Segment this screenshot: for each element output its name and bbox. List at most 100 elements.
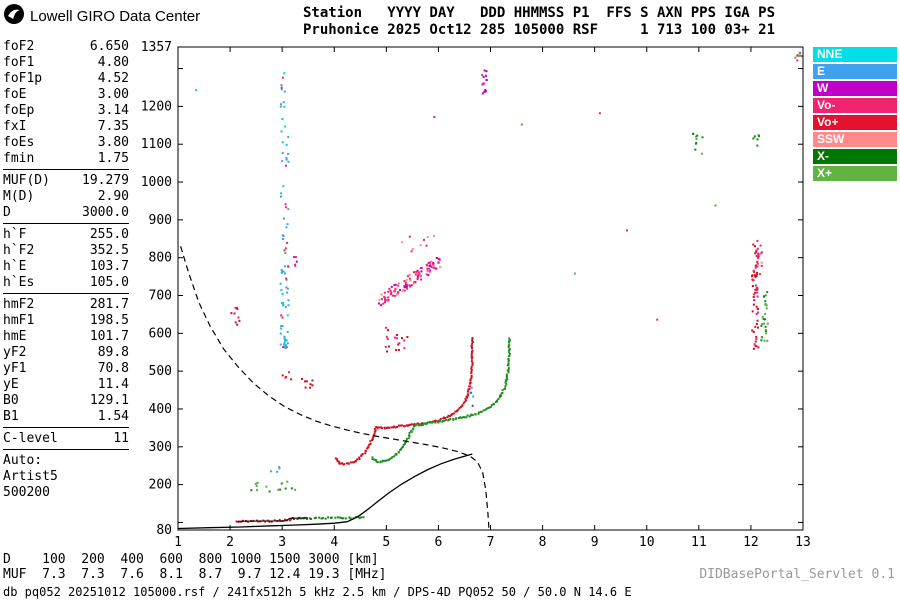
muf-table-muf-row: MUF 7.3 7.3 7.6 8.1 8.7 9.7 12.4 19.3 [M… bbox=[3, 567, 387, 582]
servlet-version-label: DIDBasePortal_Servlet 0.1 bbox=[699, 567, 895, 582]
param-row-fxi: fxI 7.35 bbox=[3, 119, 129, 135]
param-row-b1: B1 1.54 bbox=[3, 409, 129, 425]
param-label: hmE bbox=[3, 329, 27, 344]
svg-text:9: 9 bbox=[591, 535, 599, 550]
param-value: 352.5 bbox=[89, 243, 129, 258]
param-value: 198.5 bbox=[89, 313, 129, 328]
svg-text:1200: 1200 bbox=[141, 99, 172, 114]
svg-text:8: 8 bbox=[539, 535, 547, 550]
param-row-fof1p: foF1p 4.52 bbox=[3, 71, 129, 87]
parameter-group: hmF2 281.7 hmF1 198.5 hmE 101.7 yF2 89.8 yF1 70.8… bbox=[3, 297, 129, 428]
param-row-hme: hmE 101.7 bbox=[3, 329, 129, 345]
muf-table: D 100 200 400 600 800 1000 1500 3000 [km… bbox=[3, 552, 387, 582]
param-value: 103.7 bbox=[89, 259, 129, 274]
param-row-hmf2: hmF2 281.7 bbox=[3, 297, 129, 313]
param-value: 7.35 bbox=[97, 119, 129, 134]
svg-text:6: 6 bbox=[435, 535, 443, 550]
svg-text:13: 13 bbox=[795, 535, 811, 550]
param-value: 1.54 bbox=[97, 409, 129, 424]
param-row-hmf1: hmF1 198.5 bbox=[3, 313, 129, 329]
param-row-hf: h`F 255.0 bbox=[3, 227, 129, 243]
param-value: 4.52 bbox=[97, 71, 129, 86]
auto-line: Artist5 bbox=[3, 469, 58, 484]
svg-text:900: 900 bbox=[149, 213, 172, 228]
param-row-fof2: foF2 6.650 bbox=[3, 39, 129, 55]
param-value: 11.4 bbox=[97, 377, 129, 392]
param-label: hmF2 bbox=[3, 297, 35, 312]
brand-title: Lowell GIRO Data Center bbox=[30, 8, 201, 25]
param-label: hmF1 bbox=[3, 313, 35, 328]
param-label: B0 bbox=[3, 393, 19, 408]
param-label: fmin bbox=[3, 151, 35, 166]
autoscaling-info: Auto: Artist5 500200 bbox=[3, 453, 129, 501]
svg-text:1000: 1000 bbox=[141, 175, 172, 190]
legend-item-voplus: Vo+ bbox=[813, 115, 897, 130]
svg-text:1100: 1100 bbox=[141, 137, 172, 152]
param-label: foF1p bbox=[3, 71, 43, 86]
svg-text:1: 1 bbox=[174, 535, 182, 550]
param-value: 6.650 bbox=[89, 39, 129, 54]
param-row-foes: foEs 3.80 bbox=[3, 135, 129, 151]
svg-text:1357: 1357 bbox=[141, 40, 172, 55]
param-label: yF1 bbox=[3, 361, 27, 376]
param-value: 3.80 bbox=[97, 135, 129, 150]
svg-text:400: 400 bbox=[149, 402, 172, 417]
param-row-hf2: h`F2 352.5 bbox=[3, 243, 129, 259]
param-value: 4.80 bbox=[97, 55, 129, 70]
param-label: MUF(D) bbox=[3, 173, 50, 188]
param-label: h`F bbox=[3, 227, 27, 242]
param-value: 101.7 bbox=[89, 329, 129, 344]
param-row-mufd: MUF(D) 19.279 bbox=[3, 173, 129, 189]
parameter-group: foF2 6.650 foF1 4.80 foF1p 4.52 foE 3.00 foEp 3.1… bbox=[3, 39, 129, 170]
legend-item-ssw: SSW bbox=[813, 132, 897, 147]
param-row-fmin: fmin 1.75 bbox=[3, 151, 129, 167]
legend-item-w: W bbox=[813, 81, 897, 96]
param-value: 105.0 bbox=[89, 275, 129, 290]
station-header: Station YYYY DAY DDD HHMMSS P1 FFS S AXN… bbox=[303, 5, 775, 39]
legend-item-xplus: X+ bbox=[813, 166, 897, 181]
param-row-foep: foEp 3.14 bbox=[3, 103, 129, 119]
param-row-clevel: C-level 11 bbox=[3, 431, 129, 447]
param-label: foEs bbox=[3, 135, 35, 150]
muf-table-distance-row: D 100 200 400 600 800 1000 1500 3000 [km… bbox=[3, 552, 379, 567]
param-label: foF1 bbox=[3, 55, 35, 70]
svg-text:200: 200 bbox=[149, 478, 172, 493]
param-value: 1.75 bbox=[97, 151, 129, 166]
param-label: foE bbox=[3, 87, 27, 102]
param-label: foF2 bbox=[3, 39, 35, 54]
param-row-d: D 3000.0 bbox=[3, 205, 129, 221]
station-header-line2: Pruhonice 2025 Oct12 285 105000 RSF 1 71… bbox=[303, 22, 776, 38]
svg-text:800: 800 bbox=[149, 251, 172, 266]
station-header-line1: Station YYYY DAY DDD HHMMSS P1 FFS S AXN… bbox=[303, 5, 776, 21]
param-label: h`F2 bbox=[3, 243, 35, 258]
auto-line: 500200 bbox=[3, 485, 50, 500]
parameter-group: h`F 255.0 h`F2 352.5 h`E 103.7 h`Es 105.0 bbox=[3, 227, 129, 294]
svg-text:700: 700 bbox=[149, 288, 172, 303]
param-row-b0: B0 129.1 bbox=[3, 393, 129, 409]
param-label: M(D) bbox=[3, 189, 35, 204]
svg-text:7: 7 bbox=[487, 535, 495, 550]
svg-text:5: 5 bbox=[382, 535, 390, 550]
parameter-group: C-level 11 bbox=[3, 431, 129, 450]
param-value: 3.00 bbox=[97, 87, 129, 102]
param-label: foEp bbox=[3, 103, 35, 118]
param-label: C-level bbox=[3, 431, 58, 446]
giro-logo-icon bbox=[4, 4, 24, 29]
status-bar: db pq052 20251012 105000.rsf / 241fx512h… bbox=[3, 585, 632, 599]
param-row-ye: yE 11.4 bbox=[3, 377, 129, 393]
param-label: yF2 bbox=[3, 345, 27, 360]
param-row-md: M(D) 2.90 bbox=[3, 189, 129, 205]
legend-item-e: E bbox=[813, 64, 897, 79]
param-value: 255.0 bbox=[89, 227, 129, 242]
legend-item-vominus: Vo- bbox=[813, 98, 897, 113]
legend-item-nne: NNE bbox=[813, 47, 897, 62]
param-value: 281.7 bbox=[89, 297, 129, 312]
param-row-fof1: foF1 4.80 bbox=[3, 55, 129, 71]
svg-text:80: 80 bbox=[156, 523, 172, 538]
param-value: 11 bbox=[113, 431, 129, 446]
param-row-hes: h`Es 105.0 bbox=[3, 275, 129, 291]
param-value: 129.1 bbox=[89, 393, 129, 408]
param-row-yf2: yF2 89.8 bbox=[3, 345, 129, 361]
